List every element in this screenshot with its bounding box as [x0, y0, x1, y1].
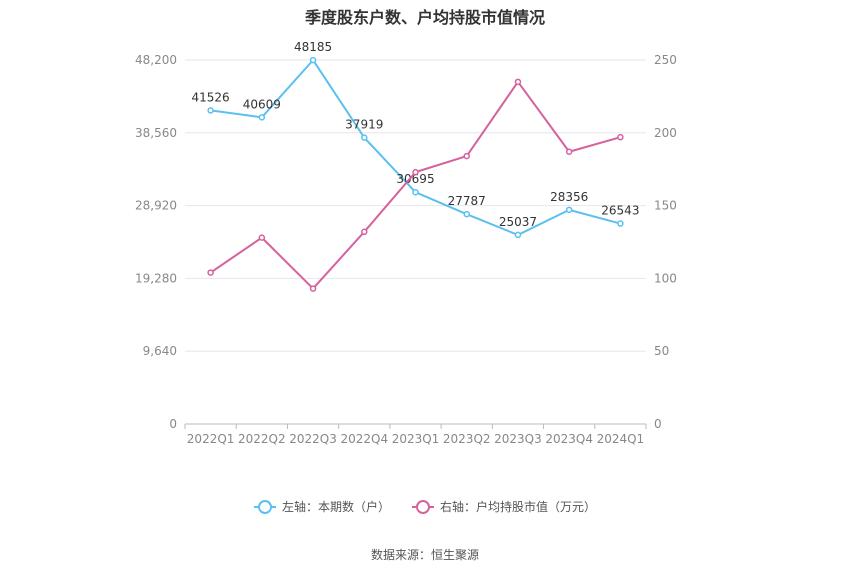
- data-label: 40609: [243, 97, 281, 111]
- data-point-shareholders: [207, 107, 214, 114]
- left-axis-tick-label: 48,200: [135, 53, 177, 67]
- data-point-shareholders: [617, 220, 624, 227]
- data-point-shareholders: [361, 134, 368, 141]
- x-axis-category-label: 2023Q3: [494, 432, 542, 446]
- data-point-avg-market-value: [412, 168, 419, 176]
- legend-item-left-series[interactable]: 左轴：本期数（户）: [253, 498, 390, 515]
- chart-title: 季度股东户数、户均持股市值情况: [304, 8, 545, 27]
- right-axis-tick-label: 250: [654, 53, 677, 67]
- series-line-shareholders: [210, 59, 621, 236]
- data-point-shareholders: [565, 206, 573, 214]
- data-point-avg-market-value: [361, 228, 368, 236]
- x-axis-category-label: 2023Q4: [545, 432, 593, 446]
- data-point-avg-market-value: [617, 133, 624, 141]
- right-axis-tick-label: 0: [654, 417, 662, 431]
- left-axis-tick-label: 0: [169, 417, 177, 431]
- x-axis-category-label: 2023Q1: [392, 432, 440, 446]
- data-label: 25037: [499, 215, 537, 229]
- data-point-avg-market-value: [514, 78, 522, 86]
- data-point-avg-market-value: [207, 269, 214, 276]
- data-label: 26543: [601, 204, 639, 218]
- data-point-shareholders: [258, 114, 266, 121]
- x-axis-category-label: 2023Q2: [443, 432, 491, 446]
- legend-label-left: 左轴：本期数（户）: [281, 500, 390, 514]
- data-source-note: 数据来源：恒生聚源: [370, 548, 479, 562]
- x-axis-category-label: 2022Q3: [289, 432, 337, 446]
- left-axis-tick-label: 19,280: [135, 271, 177, 285]
- data-label: 28356: [550, 190, 588, 204]
- right-axis-tick-label: 200: [654, 126, 677, 140]
- data-label: 48185: [294, 40, 332, 54]
- chart-legend: 左轴：本期数（户） 右轴：户均持股市值（万元）: [0, 498, 850, 515]
- right-axis-tick-label: 150: [654, 199, 677, 213]
- legend-label-right: 右轴：户均持股市值（万元）: [440, 500, 597, 514]
- legend-ring-right: [416, 499, 430, 514]
- left-axis-tick-label: 38,560: [135, 126, 177, 140]
- x-axis-category-label: 2024Q1: [597, 432, 645, 446]
- data-point-avg-market-value: [565, 148, 573, 155]
- data-label: 41526: [192, 90, 230, 104]
- data-point-avg-market-value: [258, 234, 266, 241]
- right-axis-tick-label: 50: [654, 344, 669, 358]
- data-point-shareholders: [412, 188, 419, 196]
- left-axis-tick-label: 28,920: [135, 199, 177, 213]
- x-axis-category-label: 2022Q4: [340, 432, 388, 446]
- legend-item-right-series[interactable]: 右轴：户均持股市值（万元）: [412, 498, 596, 515]
- legend-swatch-right: [412, 499, 434, 514]
- legend-ring-left: [257, 499, 272, 514]
- data-point-avg-market-value: [463, 152, 470, 160]
- left-axis-tick-label: 9,640: [143, 344, 177, 358]
- x-axis-category-label: 2022Q2: [238, 432, 286, 446]
- right-axis-tick-label: 100: [654, 271, 677, 285]
- data-label: 37919: [345, 118, 383, 132]
- data-point-avg-market-value: [309, 285, 317, 292]
- legend-swatch-left: [253, 499, 276, 514]
- data-point-shareholders: [463, 210, 470, 218]
- data-label: 27787: [448, 194, 486, 208]
- data-point-shareholders: [514, 231, 522, 239]
- x-axis-category-label: 2022Q1: [187, 432, 235, 446]
- data-point-shareholders: [309, 56, 317, 64]
